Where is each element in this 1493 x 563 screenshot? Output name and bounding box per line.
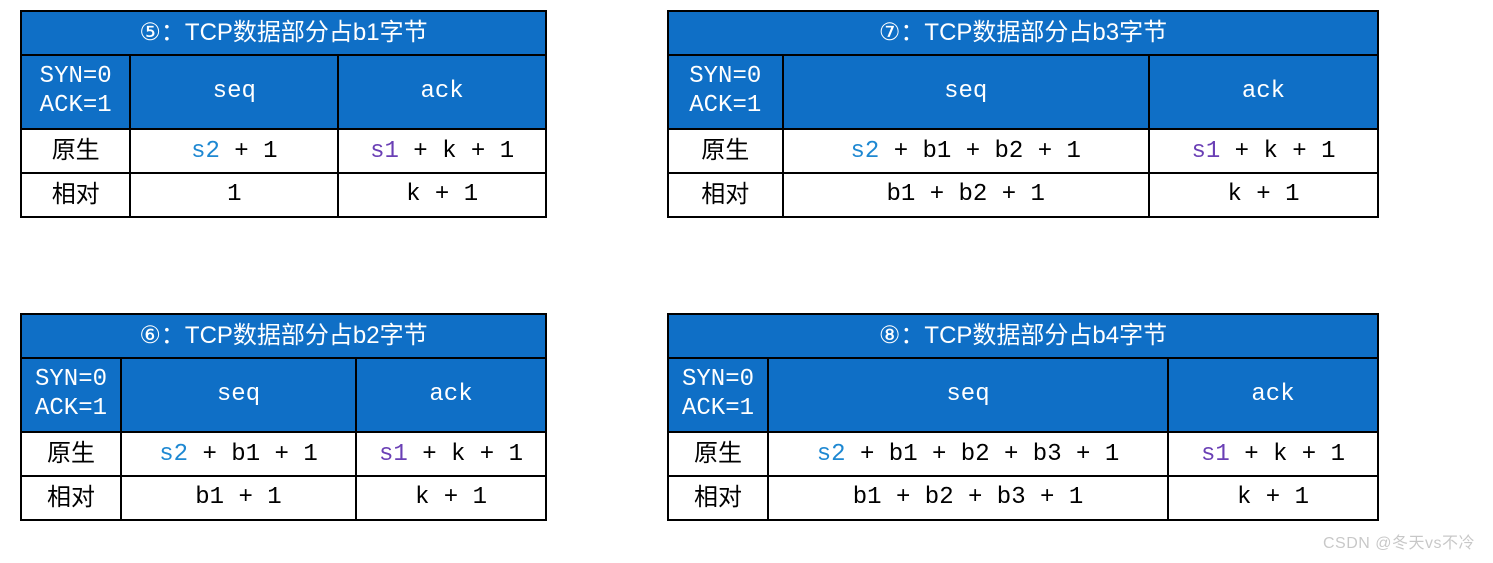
row-label-relative: 相对 — [668, 476, 768, 520]
t7-native-ack-tail: + k + 1 — [1220, 138, 1335, 165]
t8-rel-seq: b1 + b2 + b3 + 1 — [768, 476, 1168, 520]
row-label-native: 原生 — [668, 432, 768, 476]
table-6-title-row: ⑥：TCP数据部分占b2字节 — [21, 314, 546, 358]
flags-syn: SYN=0 — [689, 63, 761, 90]
table-5-col-ack: ack — [338, 55, 546, 129]
t6-rel-ack: k + 1 — [356, 476, 546, 520]
row-label-native: 原生 — [21, 129, 130, 173]
row-label-relative: 相对 — [668, 173, 783, 217]
table-5-col-seq: seq — [130, 55, 338, 129]
table-7-row-relative: 相对 b1 + b2 + 1 k + 1 — [668, 173, 1378, 217]
t7-native-ack: s1 + k + 1 — [1149, 129, 1378, 173]
table-7-col-ack: ack — [1149, 55, 1378, 129]
table-7: ⑦：TCP数据部分占b3字节 SYN=0 ACK=1 seq ack 原生 s2… — [667, 10, 1379, 218]
t8-native-seq-tail: + b1 + b2 + b3 + 1 — [846, 441, 1120, 468]
table-8-col-ack: ack — [1168, 358, 1378, 432]
table-6-title: ⑥：TCP数据部分占b2字节 — [21, 314, 546, 358]
t7-native-seq-tail: + b1 + b2 + 1 — [879, 138, 1081, 165]
flags-ack: ACK=1 — [689, 92, 761, 119]
table-5: ⑤：TCP数据部分占b1字节 SYN=0 ACK=1 seq ack 原生 s2… — [20, 10, 547, 218]
flags-ack: ACK=1 — [35, 395, 107, 422]
token-s1: s1 — [1201, 441, 1230, 468]
row-label-native: 原生 — [668, 129, 783, 173]
table-6-row-native: 原生 s2 + b1 + 1 s1 + k + 1 — [21, 432, 546, 476]
token-s2: s2 — [159, 441, 188, 468]
table-6-col-ack: ack — [356, 358, 546, 432]
table-8-row-native: 原生 s2 + b1 + b2 + b3 + 1 s1 + k + 1 — [668, 432, 1378, 476]
flags-ack: ACK=1 — [682, 395, 754, 422]
t7-rel-seq: b1 + b2 + 1 — [783, 173, 1149, 217]
t7-native-seq: s2 + b1 + b2 + 1 — [783, 129, 1149, 173]
table-7-header-row: SYN=0 ACK=1 seq ack — [668, 55, 1378, 129]
table-6-row-relative: 相对 b1 + 1 k + 1 — [21, 476, 546, 520]
t8-native-ack-tail: + k + 1 — [1230, 441, 1345, 468]
t6-native-ack: s1 + k + 1 — [356, 432, 546, 476]
t8-rel-ack: k + 1 — [1168, 476, 1378, 520]
t6-native-seq: s2 + b1 + 1 — [121, 432, 356, 476]
token-s1: s1 — [379, 441, 408, 468]
table-8-title: ⑧：TCP数据部分占b4字节 — [668, 314, 1378, 358]
table-8-flags: SYN=0 ACK=1 — [668, 358, 768, 432]
t5-native-seq: s2 + 1 — [130, 129, 338, 173]
tables-grid: ⑤：TCP数据部分占b1字节 SYN=0 ACK=1 seq ack 原生 s2… — [20, 10, 1473, 521]
table-8-col-seq: seq — [768, 358, 1168, 432]
t7-rel-ack: k + 1 — [1149, 173, 1378, 217]
t8-native-ack: s1 + k + 1 — [1168, 432, 1378, 476]
t6-rel-seq: b1 + 1 — [121, 476, 356, 520]
flags-syn: SYN=0 — [40, 63, 112, 90]
t8-native-seq: s2 + b1 + b2 + b3 + 1 — [768, 432, 1168, 476]
row-label-relative: 相对 — [21, 173, 130, 217]
table-8-header-row: SYN=0 ACK=1 seq ack — [668, 358, 1378, 432]
token-s1: s1 — [1191, 138, 1220, 165]
table-8: ⑧：TCP数据部分占b4字节 SYN=0 ACK=1 seq ack 原生 s2… — [667, 313, 1379, 521]
table-8-row-relative: 相对 b1 + b2 + b3 + 1 k + 1 — [668, 476, 1378, 520]
t6-native-ack-tail: + k + 1 — [408, 441, 523, 468]
row-label-relative: 相对 — [21, 476, 121, 520]
table-5-title-row: ⑤：TCP数据部分占b1字节 — [21, 11, 546, 55]
table-6-col-seq: seq — [121, 358, 356, 432]
token-s1: s1 — [370, 138, 399, 165]
t5-native-ack: s1 + k + 1 — [338, 129, 546, 173]
table-8-title-row: ⑧：TCP数据部分占b4字节 — [668, 314, 1378, 358]
table-6: ⑥：TCP数据部分占b2字节 SYN=0 ACK=1 seq ack 原生 s2… — [20, 313, 547, 521]
token-s2: s2 — [191, 138, 220, 165]
t5-rel-ack: k + 1 — [338, 173, 546, 217]
table-6-header-row: SYN=0 ACK=1 seq ack — [21, 358, 546, 432]
table-6-flags: SYN=0 ACK=1 — [21, 358, 121, 432]
table-7-title-row: ⑦：TCP数据部分占b3字节 — [668, 11, 1378, 55]
table-7-row-native: 原生 s2 + b1 + b2 + 1 s1 + k + 1 — [668, 129, 1378, 173]
table-7-title: ⑦：TCP数据部分占b3字节 — [668, 11, 1378, 55]
t5-native-ack-tail: + k + 1 — [399, 138, 514, 165]
token-s2: s2 — [851, 138, 880, 165]
watermark: CSDN @冬天vs不冷 — [1323, 529, 1475, 553]
table-5-title: ⑤：TCP数据部分占b1字节 — [21, 11, 546, 55]
table-5-flags: SYN=0 ACK=1 — [21, 55, 130, 129]
flags-syn: SYN=0 — [35, 366, 107, 393]
table-5-row-relative: 相对 1 k + 1 — [21, 173, 546, 217]
table-5-row-native: 原生 s2 + 1 s1 + k + 1 — [21, 129, 546, 173]
t5-rel-seq: 1 — [130, 173, 338, 217]
t6-native-seq-tail: + b1 + 1 — [188, 441, 318, 468]
flags-ack: ACK=1 — [40, 92, 112, 119]
t5-native-seq-tail: + 1 — [220, 138, 278, 165]
table-5-header-row: SYN=0 ACK=1 seq ack — [21, 55, 546, 129]
table-7-col-seq: seq — [783, 55, 1149, 129]
row-label-native: 原生 — [21, 432, 121, 476]
table-7-flags: SYN=0 ACK=1 — [668, 55, 783, 129]
token-s2: s2 — [817, 441, 846, 468]
flags-syn: SYN=0 — [682, 366, 754, 393]
